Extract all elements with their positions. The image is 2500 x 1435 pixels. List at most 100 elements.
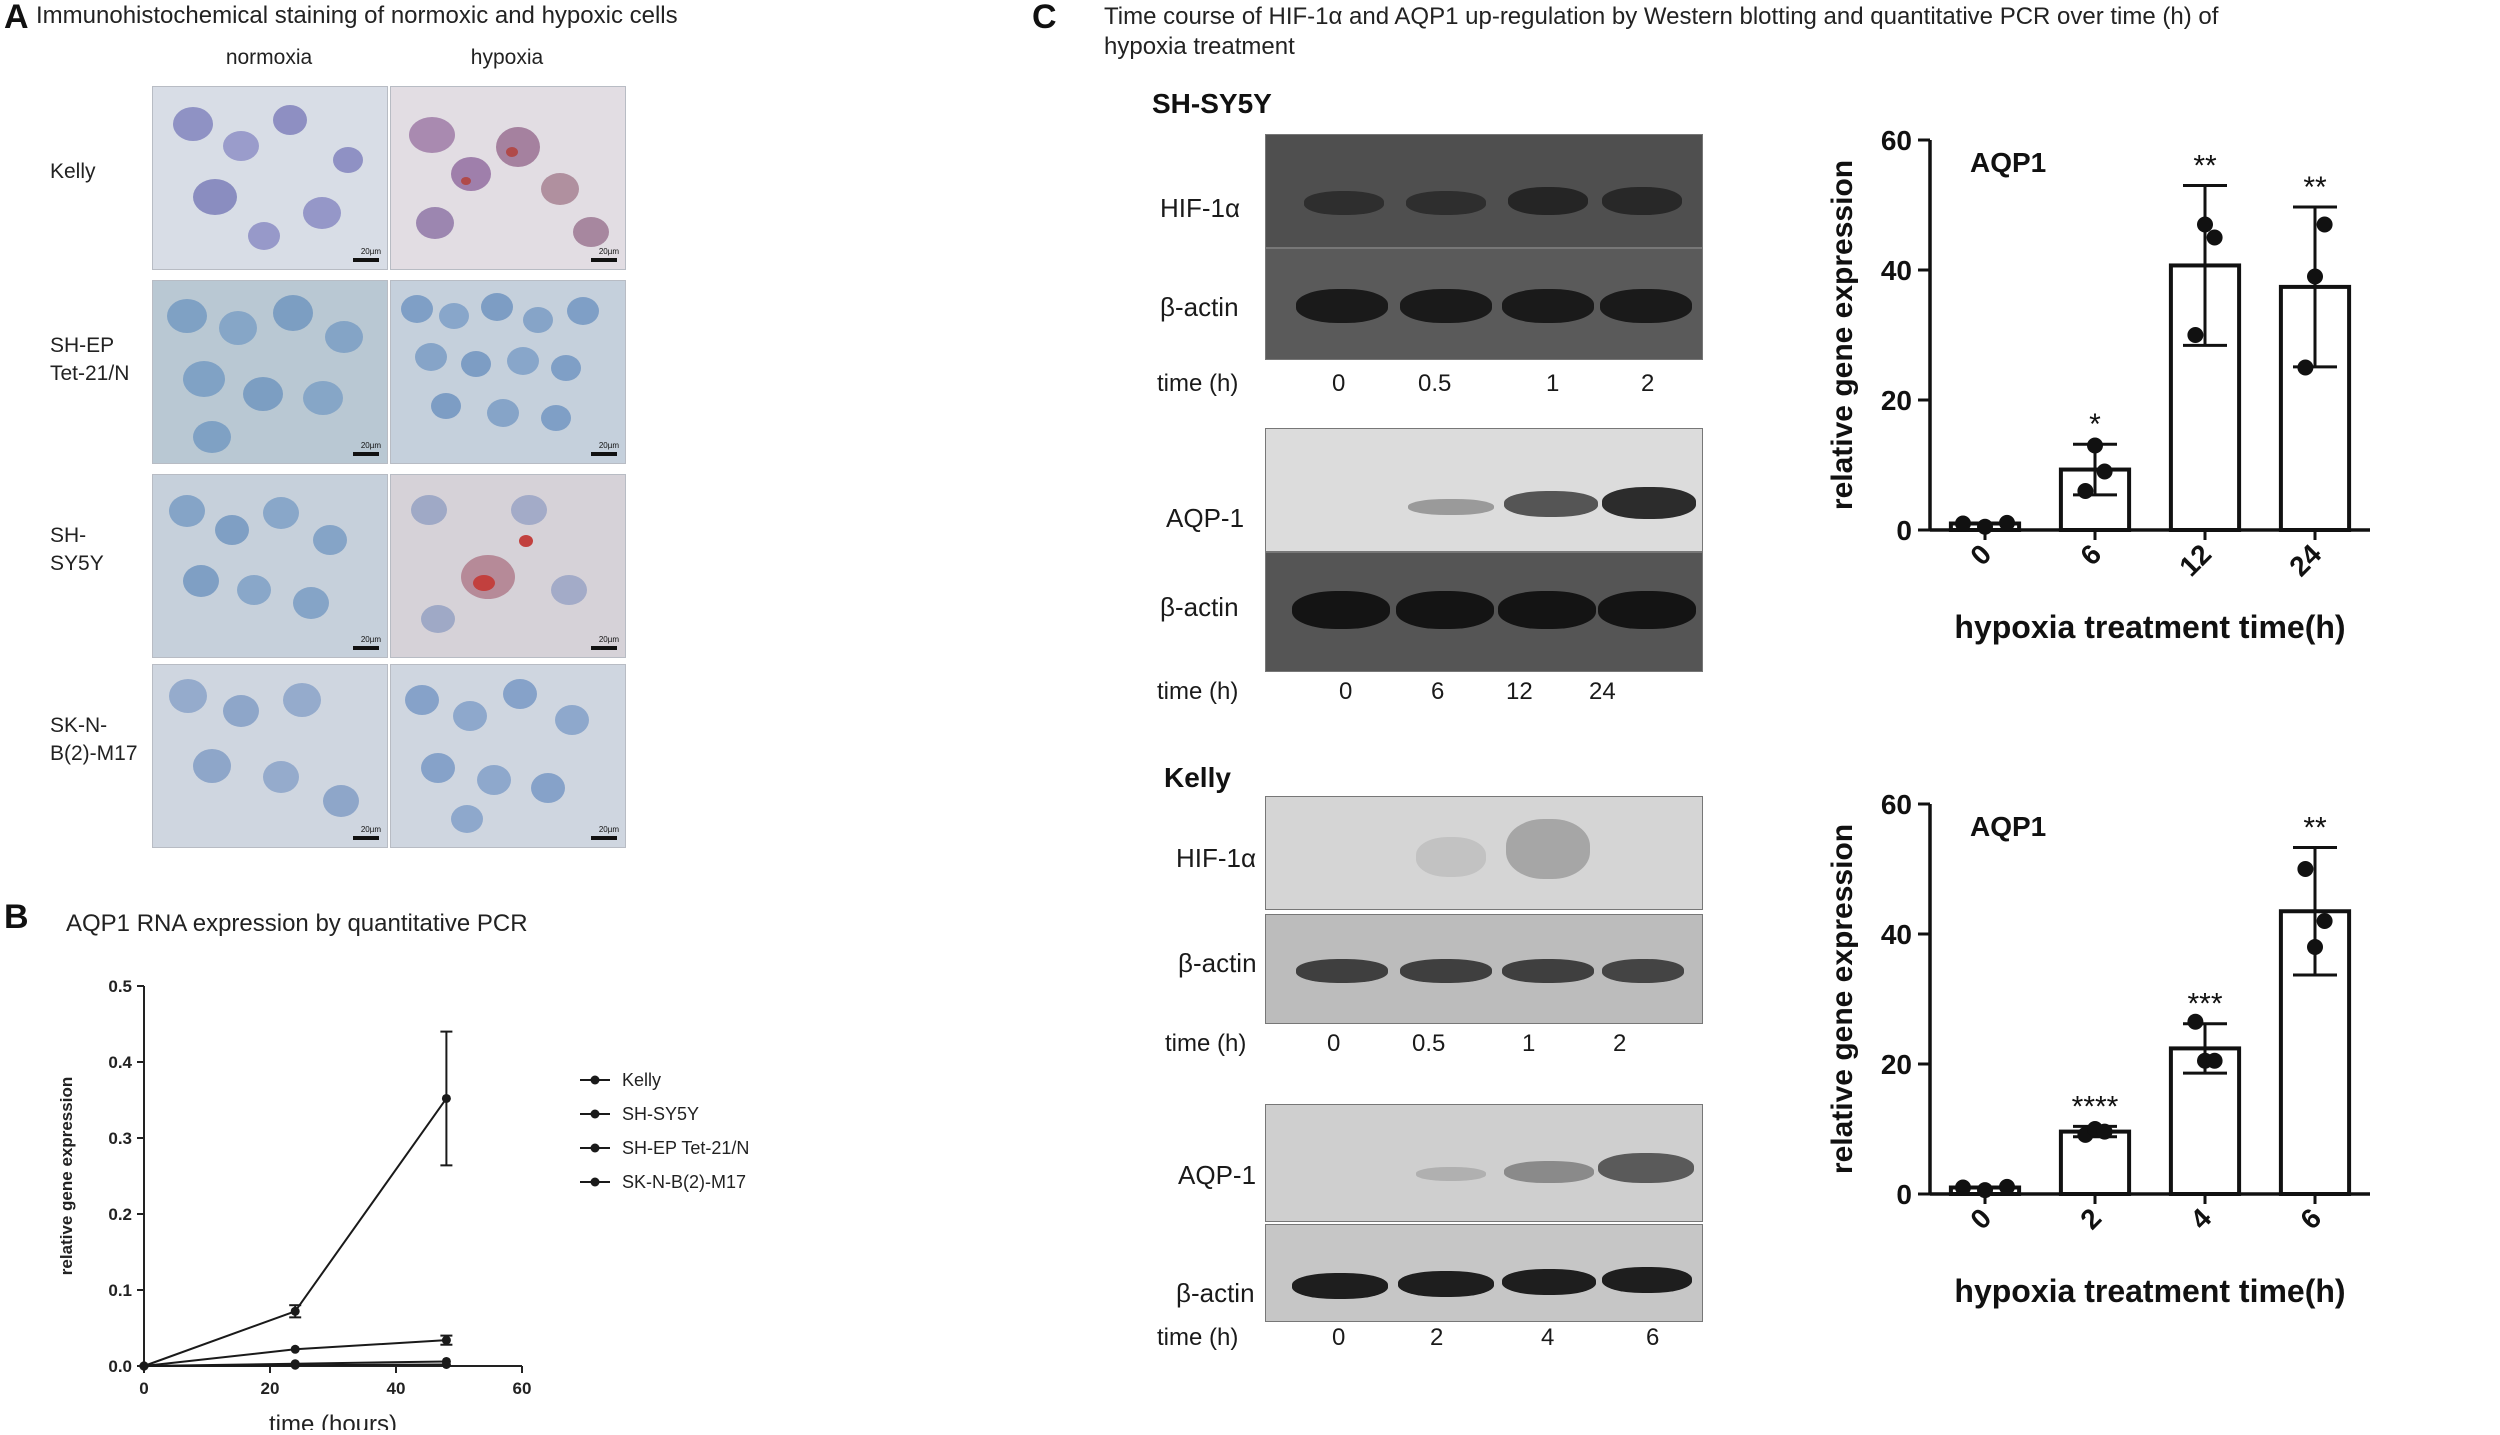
cell-line-label-sh-sy5y: SH-SY5Y	[1152, 88, 1272, 119]
line-chart-aqp1-rna: 0.0 0.1 0.2 0.3 0.4 0.5 0 20 40 60 time (hours) rel…	[57, 977, 749, 1430]
y-axis-label: relative gene expression	[57, 1077, 76, 1275]
row-label-kelly: Kelly	[50, 160, 96, 183]
scale-text: 20µm	[360, 635, 381, 644]
x-axis-label: hypoxia treatment time(h)	[1954, 1273, 2345, 1309]
time-value: 6	[1431, 678, 1445, 705]
data-point	[2316, 216, 2333, 233]
scale-text: 20µm	[598, 635, 619, 644]
legend-label: SK-N-B(2)-M17	[622, 1172, 746, 1192]
panel-c-letter: C	[1032, 0, 1057, 36]
time-label: time (h)	[1165, 1030, 1247, 1057]
x-tick-label: 6	[2074, 538, 2107, 571]
data-point	[290, 1344, 300, 1354]
x-tick-label: 60	[513, 1379, 532, 1398]
x-tick-label: 20	[261, 1379, 280, 1398]
time-value: 0	[1339, 678, 1353, 705]
row-label-sk-n-b2-m17: SK-N-B(2)-M17	[50, 714, 138, 765]
y-tick-label: 0.5	[108, 977, 132, 996]
chart-title: AQP1	[1970, 147, 2046, 178]
data-point	[2087, 437, 2103, 454]
data-point	[2316, 913, 2333, 929]
y-tick-label: 0	[1896, 515, 1912, 546]
row-label-sh-sy5y: SH-SY5Y	[50, 524, 104, 575]
chart-title: AQP1	[1970, 811, 2046, 842]
y-tick-label: 40	[1881, 255, 1912, 286]
data-point	[290, 1360, 300, 1370]
x-tick-label: 0	[1964, 538, 1997, 571]
micrograph-kelly-normoxia: 20µm	[152, 86, 388, 270]
series-line	[143, 1097, 448, 1367]
x-tick-label: 6	[2294, 1202, 2327, 1235]
data-point	[441, 1093, 451, 1103]
micrograph-sk-n-normoxia: 20µm	[152, 664, 388, 848]
y-tick-label: 60	[1881, 789, 1912, 820]
y-tick-label: 20	[1881, 1049, 1912, 1080]
scale-text: 20µm	[598, 247, 619, 256]
y-axis-label: relative gene expression	[1826, 824, 1859, 1174]
data-point	[2187, 327, 2204, 343]
data-point	[441, 1359, 451, 1369]
western-blot-hif1a-sh-sy5y	[1265, 134, 1703, 248]
data-point	[441, 1335, 451, 1345]
legend-marker	[590, 1075, 600, 1085]
western-blot-aqp1-kelly	[1265, 1104, 1703, 1222]
significance-label: ****	[2072, 1090, 2119, 1123]
western-blot-hif1a-kelly	[1265, 796, 1703, 910]
panel-b-title: AQP1 RNA expression by quantitative PCR	[66, 910, 528, 937]
x-tick-label: 40	[387, 1379, 406, 1398]
micrograph-kelly-hypoxia: 20µm	[390, 86, 626, 270]
western-blot-aqp1-sh-sy5y	[1265, 428, 1703, 552]
data-point	[2197, 216, 2213, 233]
data-point	[290, 1306, 300, 1316]
time-label: time (h)	[1157, 370, 1239, 397]
time-value: 2	[1641, 370, 1655, 397]
data-point	[2187, 1013, 2204, 1030]
blot-label-aqp1: AQP-1	[1166, 503, 1245, 533]
y-tick-label: 40	[1881, 919, 1912, 950]
time-label: time (h)	[1157, 1324, 1239, 1351]
micrograph-sh-ep-normoxia: 20µm	[152, 280, 388, 464]
significance-label: **	[2193, 150, 2217, 183]
data-point	[1955, 515, 1971, 532]
scale-bar	[353, 258, 379, 262]
micrograph-sh-sy5y-hypoxia: 20µm	[390, 474, 626, 658]
blot-label-beta-actin: β-actin	[1176, 1278, 1255, 1308]
time-value: 0.5	[1418, 370, 1452, 397]
panel-c-title: Time course of HIF-1α and AQP1 up-regula…	[1104, 3, 2219, 60]
scale-text: 20µm	[598, 825, 619, 834]
data-point	[1999, 514, 2015, 531]
data-point	[1955, 1179, 1971, 1196]
y-tick-label: 0	[1896, 1179, 1912, 1210]
data-point	[1977, 518, 1993, 535]
bar	[2058, 1129, 2132, 1197]
y-tick-label: 0.2	[108, 1205, 132, 1224]
column-label-normoxia: normoxia	[225, 46, 313, 69]
x-axis-label: hypoxia treatment time(h)	[1954, 609, 2345, 645]
western-blot-actin-kelly-2	[1265, 1224, 1703, 1322]
significance-label: **	[2303, 171, 2327, 204]
time-value: 0	[1332, 370, 1346, 397]
significance-label: ***	[2187, 988, 2222, 1021]
data-point	[2096, 1123, 2113, 1140]
scale-bar	[591, 452, 617, 456]
legend-marker	[590, 1177, 600, 1187]
x-tick-label: 0	[1964, 1202, 1997, 1235]
panel-b-letter: B	[4, 898, 29, 936]
cell-line-label-kelly: Kelly	[1164, 762, 1231, 793]
micrograph-sk-n-hypoxia: 20µm	[390, 664, 626, 848]
significance-label: **	[2303, 812, 2327, 845]
scale-text: 20µm	[598, 441, 619, 450]
data-point	[2307, 268, 2323, 285]
x-tick-label: 24	[2283, 538, 2327, 582]
legend-marker	[590, 1109, 600, 1119]
data-point	[139, 1361, 149, 1371]
scale-bar	[591, 836, 617, 840]
data-point	[2307, 939, 2323, 955]
x-tick-label: 2	[2074, 1202, 2107, 1235]
blot-label-beta-actin: β-actin	[1178, 948, 1257, 978]
data-point	[2206, 1052, 2223, 1069]
scale-bar	[353, 836, 379, 840]
time-value: 2	[1430, 1324, 1444, 1351]
